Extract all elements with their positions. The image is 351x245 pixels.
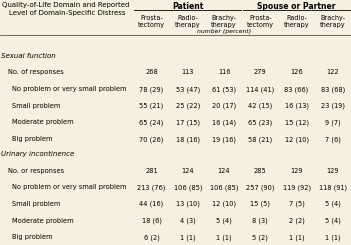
Text: 4 (3): 4 (3) [180, 218, 196, 224]
Text: 285: 285 [254, 168, 267, 174]
Text: Moderate problem: Moderate problem [12, 119, 74, 125]
Text: 122: 122 [326, 69, 339, 75]
Text: Prosta-: Prosta- [249, 15, 272, 21]
Text: 42 (15): 42 (15) [248, 103, 272, 109]
Text: therapy: therapy [284, 22, 310, 28]
Text: 106 (85): 106 (85) [210, 184, 238, 191]
Text: 23 (19): 23 (19) [321, 103, 345, 109]
Text: 15 (12): 15 (12) [285, 119, 309, 126]
Text: 25 (22): 25 (22) [176, 103, 200, 109]
Text: 9 (7): 9 (7) [325, 119, 341, 126]
Text: 5 (4): 5 (4) [325, 218, 341, 224]
Text: 1 (1): 1 (1) [180, 234, 196, 241]
Text: 7 (6): 7 (6) [325, 136, 341, 143]
Text: No problem or very small problem: No problem or very small problem [12, 86, 126, 92]
Text: 16 (13): 16 (13) [285, 103, 309, 109]
Text: 58 (21): 58 (21) [248, 136, 272, 143]
Text: 16 (14): 16 (14) [212, 119, 236, 126]
Text: 126: 126 [290, 69, 303, 75]
Text: 83 (66): 83 (66) [284, 86, 309, 93]
Text: 1 (1): 1 (1) [289, 234, 304, 241]
Text: 78 (29): 78 (29) [139, 86, 164, 93]
Text: therapy: therapy [211, 22, 237, 28]
Text: 19 (16): 19 (16) [212, 136, 236, 143]
Text: 12 (10): 12 (10) [285, 136, 309, 143]
Text: tectomy: tectomy [247, 22, 274, 28]
Text: Big problem: Big problem [12, 234, 52, 240]
Text: 18 (6): 18 (6) [141, 218, 161, 224]
Text: 70 (26): 70 (26) [139, 136, 164, 143]
Text: Small problem: Small problem [12, 103, 60, 109]
Text: 65 (24): 65 (24) [139, 119, 164, 126]
Text: 15 (5): 15 (5) [250, 201, 270, 208]
Text: Brachy-: Brachy- [212, 15, 237, 21]
Text: 268: 268 [145, 69, 158, 75]
Text: 124: 124 [218, 168, 230, 174]
Text: number (percent): number (percent) [197, 29, 251, 34]
Text: 5 (2): 5 (2) [252, 234, 268, 241]
Text: 124: 124 [181, 168, 194, 174]
Text: Sexual function: Sexual function [1, 53, 56, 59]
Text: Patient: Patient [172, 2, 204, 12]
Text: 1 (1): 1 (1) [325, 234, 341, 241]
Text: 12 (10): 12 (10) [212, 201, 236, 208]
Text: 8 (3): 8 (3) [252, 218, 268, 224]
Text: Radio-: Radio- [177, 15, 198, 21]
Text: 279: 279 [254, 69, 267, 75]
Text: 53 (47): 53 (47) [176, 86, 200, 93]
Text: 129: 129 [327, 168, 339, 174]
Text: 118 (91): 118 (91) [319, 184, 347, 191]
Text: 106 (85): 106 (85) [173, 184, 202, 191]
Text: 119 (92): 119 (92) [283, 184, 311, 191]
Text: 65 (23): 65 (23) [248, 119, 272, 126]
Text: 257 (90): 257 (90) [246, 184, 274, 191]
Text: Prosta-: Prosta- [140, 15, 163, 21]
Text: Quality-of-Life Domain and Reported: Quality-of-Life Domain and Reported [2, 2, 129, 8]
Text: 61 (53): 61 (53) [212, 86, 236, 93]
Text: Moderate problem: Moderate problem [12, 218, 74, 224]
Text: 213 (76): 213 (76) [137, 184, 166, 191]
Text: Small problem: Small problem [12, 201, 60, 207]
Text: 2 (2): 2 (2) [289, 218, 305, 224]
Text: 5 (4): 5 (4) [216, 218, 232, 224]
Text: 281: 281 [145, 168, 158, 174]
Text: 129: 129 [290, 168, 303, 174]
Text: 6 (2): 6 (2) [144, 234, 159, 241]
Text: Radio-: Radio- [286, 15, 307, 21]
Text: 55 (21): 55 (21) [139, 103, 164, 109]
Text: 116: 116 [218, 69, 230, 75]
Text: 114 (41): 114 (41) [246, 86, 274, 93]
Text: 18 (16): 18 (16) [176, 136, 200, 143]
Text: Big problem: Big problem [12, 136, 52, 142]
Text: 113: 113 [181, 69, 194, 75]
Text: 20 (17): 20 (17) [212, 103, 236, 109]
Text: therapy: therapy [175, 22, 201, 28]
Text: 5 (4): 5 (4) [325, 201, 341, 208]
Text: 13 (10): 13 (10) [176, 201, 200, 208]
Text: 1 (1): 1 (1) [216, 234, 232, 241]
Text: Spouse or Partner: Spouse or Partner [257, 2, 336, 12]
Text: tectomy: tectomy [138, 22, 165, 28]
Text: No. of responses: No. of responses [8, 69, 64, 75]
Text: Level of Domain-Specific Distress: Level of Domain-Specific Distress [9, 10, 125, 16]
Text: 17 (15): 17 (15) [176, 119, 200, 126]
Text: therapy: therapy [320, 22, 346, 28]
Text: No problem or very small problem: No problem or very small problem [12, 184, 126, 190]
Text: Urinary incontinence: Urinary incontinence [1, 151, 75, 157]
Text: 83 (68): 83 (68) [321, 86, 345, 93]
Text: 44 (16): 44 (16) [139, 201, 164, 208]
Text: No. or responses: No. or responses [8, 168, 65, 174]
Text: 7 (5): 7 (5) [289, 201, 305, 208]
Text: Brachy-: Brachy- [320, 15, 345, 21]
